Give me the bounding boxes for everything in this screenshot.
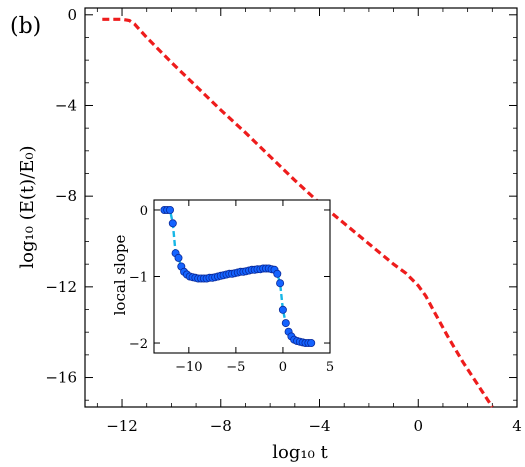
- inset-x-tick-label: −5: [226, 360, 245, 375]
- inset-y-tick-label: 0: [140, 204, 148, 219]
- main-x-tick-label: 4: [512, 417, 522, 435]
- inset-x-ticks: −10 −5 0 5: [175, 200, 334, 375]
- inset-data-point: [276, 279, 285, 288]
- main-y-ticks: 0 −4 −8 −12 −16: [45, 6, 517, 401]
- inset-x-tick-label: −10: [175, 360, 202, 375]
- main-plot: −12 −8 −4 0 4 0 −4 −8 −12 −16 log₁₀ t log₁₀ (E(t…: [17, 6, 522, 463]
- inset-plot-background: [153, 199, 331, 354]
- main-y-tick-label: −12: [45, 278, 77, 296]
- main-x-axis-label: log₁₀ t: [272, 442, 328, 463]
- main-y-tick-label: 0: [67, 6, 77, 24]
- main-y-tick-label: −16: [45, 369, 77, 387]
- main-y-tick-label: −4: [55, 96, 77, 114]
- inset-plot: −10 −5 0 5 0 −1 −2 local slope: [111, 199, 334, 375]
- inset-y-tick-label: −2: [129, 337, 148, 352]
- main-series-line-0: [102, 17, 494, 408]
- inset-data-point: [168, 219, 177, 228]
- inset-data-point: [273, 269, 282, 278]
- main-x-ticks: −12 −8 −4 0 4: [96, 8, 522, 435]
- main-series: [102, 17, 494, 408]
- inset-series: [160, 205, 316, 347]
- main-y-axis-label: log₁₀ (E(t)/E₀): [17, 145, 38, 268]
- main-x-tick-label: −8: [210, 417, 232, 435]
- inset-x-tick-label: 5: [326, 360, 334, 375]
- main-plot-frame: [84, 7, 518, 408]
- main-y-tick-label: −8: [55, 187, 77, 205]
- main-x-tick-label: 0: [413, 417, 423, 435]
- inset-data-point: [174, 253, 183, 262]
- inset-data-point: [278, 305, 287, 314]
- inset-y-axis-label: local slope: [111, 235, 129, 316]
- inset-data-point: [281, 319, 290, 328]
- inset-y-ticks: 0 −1 −2: [129, 204, 330, 352]
- inset-data-point: [165, 205, 174, 214]
- main-x-tick-label: −12: [106, 417, 138, 435]
- inset-y-tick-label: −1: [129, 271, 148, 286]
- main-x-tick-label: −4: [308, 417, 330, 435]
- inset-data-point: [307, 338, 316, 347]
- inset-x-tick-label: 0: [279, 360, 287, 375]
- panel-label: (b): [10, 14, 41, 39]
